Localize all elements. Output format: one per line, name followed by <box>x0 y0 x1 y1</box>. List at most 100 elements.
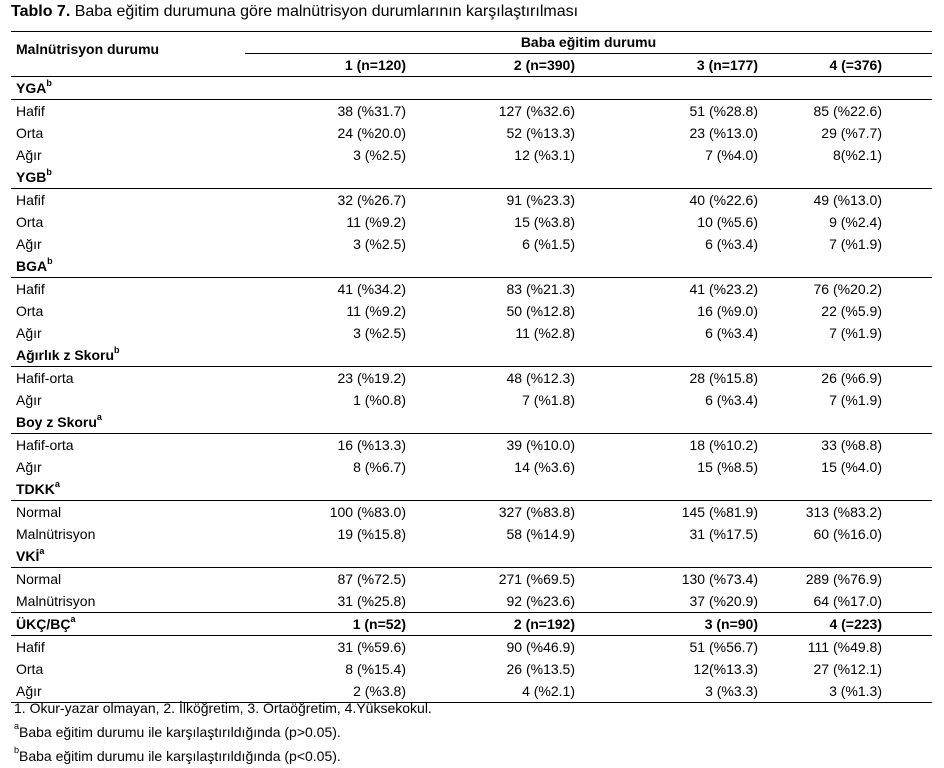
cell-value: 92 (%23.6) <box>506 593 575 609</box>
empty-cell <box>245 344 414 367</box>
cell-value: 3 (%2.5) <box>353 325 406 341</box>
cell-value: 40 (%22.6) <box>689 192 758 208</box>
cell-value: 6 (%3.4) <box>705 236 758 252</box>
table-row: Ağır 8 (%6.7) 14 (%3.6) 15 (%8.5) 15 (%4.0) <box>11 456 932 478</box>
row-label: Normal <box>16 571 62 587</box>
table-row: Orta 8 (%15.4) 26 (%13.5) 12(%13.3) 27 (%12.… <box>11 658 932 680</box>
note-a: aBaba eğitim durumu ile karşılaştırıldığ… <box>14 720 432 744</box>
cell-value: 15 (%8.5) <box>697 459 758 475</box>
empty-cell <box>245 478 414 501</box>
cell-value: 3 (%1.3) <box>766 680 932 703</box>
empty-cell <box>583 344 766 367</box>
section-row: Boy z Skorua <box>11 411 932 434</box>
section-label: ÜKÇ/BÇa <box>11 612 245 636</box>
cell-value: 31 (%17.5) <box>689 526 758 542</box>
cell-value: 39 (%10.0) <box>506 437 575 453</box>
section-label: YGBb <box>11 166 245 189</box>
section-name: Ağırlık z Skoru <box>16 347 115 363</box>
cell-value: 271 (%69.5) <box>498 571 575 587</box>
col-header-4: 4 (=376) <box>766 53 932 77</box>
empty-cell <box>583 166 766 189</box>
table-row: Normal 100 (%83.0) 327 (%83.8) 145 (%81.9) 3… <box>11 501 932 524</box>
cell-value: 289 (%76.9) <box>805 571 882 587</box>
row-label: Malnütrisyon <box>16 593 96 609</box>
empty-cell <box>766 545 932 568</box>
cell-value: 32 (%26.7) <box>337 192 406 208</box>
significance-marker: a <box>96 412 102 422</box>
cell-value: 31 (%25.8) <box>337 593 406 609</box>
empty-cell <box>414 255 583 278</box>
cell-value: 145 (%81.9) <box>681 504 758 520</box>
empty-cell <box>583 76 766 100</box>
significance-marker: b <box>46 78 52 88</box>
cell-value: 327 (%83.8) <box>498 504 575 520</box>
row-label: Orta <box>16 661 44 677</box>
empty-cell <box>766 344 932 367</box>
row-label: Malnütrisyon <box>16 526 96 542</box>
table-row: Normal 87 (%72.5) 271 (%69.5) 130 (%73.4) 28… <box>11 568 932 591</box>
significance-marker: a <box>70 614 76 624</box>
cell-value: 49 (%13.0) <box>813 192 882 208</box>
cell-value: 27 (%12.1) <box>813 661 882 677</box>
col-header-1: 1 (n=120) <box>245 53 414 77</box>
section-row: VKİa <box>11 545 932 568</box>
table-row: Hafif-orta 23 (%19.2) 48 (%12.3) 28 (%15.8)… <box>11 367 932 390</box>
significance-marker: b <box>46 167 52 177</box>
cell-value: 16 (%13.3) <box>337 437 406 453</box>
cell-value: 91 (%23.3) <box>506 192 575 208</box>
row-label: Hafif <box>16 281 45 297</box>
empty-cell <box>766 411 932 434</box>
empty-cell <box>245 545 414 568</box>
section-label: Boy z Skorua <box>11 411 245 434</box>
empty-cell <box>583 478 766 501</box>
row-label: Ağır <box>16 325 42 341</box>
cell-value: 7 (%1.8) <box>522 392 575 408</box>
table-row: Malnütrisyon 31 (%25.8) 92 (%23.6) 37 (%20.… <box>11 590 932 613</box>
cell-value: 48 (%12.3) <box>506 370 575 386</box>
cell-value: 26 (%13.5) <box>506 661 575 677</box>
header-row-cols: 1 (n=120) 2 (n=390) 3 (n=177) 4 (=376) <box>11 53 932 77</box>
cell-value: 29 (%7.7) <box>821 125 882 141</box>
cell-value: 9 (%2.4) <box>829 214 882 230</box>
cell-value: 83 (%21.3) <box>506 281 575 297</box>
table-row: Malnütrisyon 19 (%15.8) 58 (%14.9) 31 (%17.… <box>11 523 932 545</box>
row-label: Orta <box>16 125 44 141</box>
row-label: Orta <box>16 214 44 230</box>
cell-value: 4 (%2.1) <box>414 680 583 703</box>
cell-value: 18 (%10.2) <box>689 437 758 453</box>
cell-value: 85 (%22.6) <box>813 103 882 119</box>
empty-cell <box>766 76 932 100</box>
table-row: Orta 11 (%9.2) 50 (%12.8) 16 (%9.0) 22 (%5.9… <box>11 300 932 322</box>
row-label: Hafif <box>16 192 45 208</box>
empty-cell <box>583 545 766 568</box>
row-label: Ağır <box>16 147 42 163</box>
note-education-levels: 1. Okur-yazar olmayan, 2. İlköğretim, 3.… <box>14 700 432 716</box>
table-title: Tablo 7. Baba eğitim durumuna göre malnü… <box>11 2 578 22</box>
significance-marker: a <box>39 546 45 556</box>
table-row: Hafif 32 (%26.7) 91 (%23.3) 40 (%22.6) 49 (%… <box>11 189 932 212</box>
row-label: Ağır <box>11 680 245 703</box>
section-row: TDKKa <box>11 478 932 501</box>
group-header: Baba eğitim durumu <box>245 31 932 54</box>
ukc-col-header: 3 (n=90) <box>583 612 766 636</box>
row-label: Hafif-orta <box>16 370 74 386</box>
cell-value: 11 (%2.8) <box>515 325 575 341</box>
significance-marker: b <box>114 345 120 355</box>
section-name: YGB <box>16 169 47 185</box>
empty-cell <box>766 255 932 278</box>
cell-value: 3 (%2.5) <box>353 147 406 163</box>
cell-value: 28 (%15.8) <box>689 370 758 386</box>
empty-cell <box>245 166 414 189</box>
significance-marker: a <box>54 479 60 489</box>
cell-value: 38 (%31.7) <box>337 103 406 119</box>
cell-value: 50 (%12.8) <box>506 303 575 319</box>
section-row: BGAb <box>11 255 932 278</box>
cell-value: 12(%13.3) <box>693 661 758 677</box>
table-row: Hafif 38 (%31.7) 127 (%32.6) 51 (%28.8) 85 (… <box>11 100 932 123</box>
cell-value: 22 (%5.9) <box>821 303 882 319</box>
table-row: Hafif-orta 16 (%13.3) 39 (%10.0) 18 (%10.2)… <box>11 434 932 457</box>
table-row: Ağır 3 (%2.5) 11 (%2.8) 6 (%3.4) 7 (%1.9) <box>11 322 932 344</box>
cell-value: 2 (%3.8) <box>245 680 414 703</box>
cell-value: 12 (%3.1) <box>514 147 575 163</box>
cell-value: 64 (%17.0) <box>813 593 882 609</box>
